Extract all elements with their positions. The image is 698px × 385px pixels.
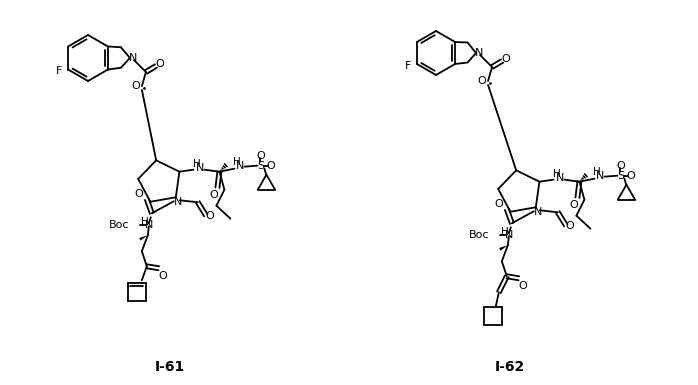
Text: Boc: Boc	[469, 230, 490, 240]
Text: O: O	[569, 200, 578, 210]
Text: N: N	[556, 172, 565, 182]
Text: H: H	[141, 217, 149, 227]
Text: O: O	[135, 189, 143, 199]
Polygon shape	[139, 235, 148, 241]
Text: O: O	[158, 271, 168, 281]
Text: F: F	[56, 67, 62, 77]
Text: N: N	[196, 163, 205, 172]
Text: O: O	[616, 161, 625, 171]
Text: N: N	[505, 230, 513, 240]
Text: N: N	[144, 220, 153, 230]
Text: O: O	[519, 281, 527, 291]
Text: O: O	[205, 211, 214, 221]
Text: O: O	[256, 151, 265, 161]
Polygon shape	[499, 245, 508, 251]
Text: N: N	[596, 171, 604, 181]
Text: H: H	[501, 227, 509, 237]
Text: N: N	[475, 48, 483, 58]
Text: H: H	[553, 169, 560, 179]
Text: Boc: Boc	[110, 220, 130, 230]
Text: N: N	[236, 161, 244, 171]
Text: O: O	[626, 171, 634, 181]
Text: I-61: I-61	[155, 360, 185, 374]
Text: O: O	[131, 81, 140, 91]
Text: O: O	[209, 190, 218, 200]
Text: I-62: I-62	[495, 360, 525, 374]
Text: O: O	[477, 76, 487, 86]
Text: N: N	[174, 197, 182, 207]
Text: O: O	[502, 54, 510, 64]
Text: F: F	[405, 61, 411, 71]
Text: O: O	[156, 59, 164, 69]
Text: H: H	[593, 167, 600, 177]
Text: O: O	[266, 161, 275, 171]
Text: H: H	[232, 157, 240, 167]
Text: N: N	[534, 207, 542, 217]
Text: O: O	[494, 199, 503, 209]
Text: H: H	[193, 159, 200, 169]
Text: O: O	[565, 221, 574, 231]
Text: N: N	[128, 53, 137, 63]
Text: S: S	[617, 171, 624, 181]
Text: S: S	[257, 161, 264, 171]
